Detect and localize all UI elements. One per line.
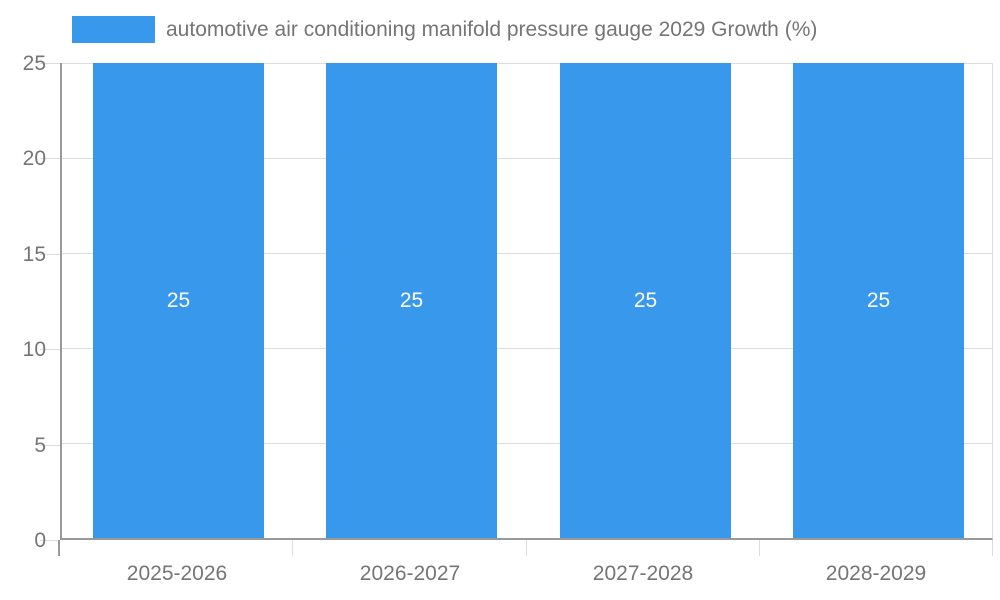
legend-swatch [72, 16, 155, 43]
y-axis-label-5: 5 [34, 434, 46, 457]
bar-2026-2027[interactable]: 25 [326, 63, 497, 538]
bar-2027-2028[interactable]: 25 [560, 63, 731, 538]
gridline-10 [62, 348, 992, 349]
bar-2028-2029[interactable]: 25 [793, 63, 964, 538]
x-axis-tick-4 [992, 540, 993, 556]
legend-label: automotive air conditioning manifold pre… [166, 18, 818, 41]
gridline-25 [62, 63, 992, 64]
y-axis-tick-20 [40, 158, 60, 159]
x-axis-label-2027-2028: 2027-2028 [592, 562, 694, 585]
legend[interactable]: automotive air conditioning manifold pre… [72, 16, 817, 43]
plot-area: 25 25 25 25 [60, 63, 993, 540]
bar-2025-2026[interactable]: 25 [93, 63, 264, 538]
bar-value-label: 25 [399, 288, 424, 312]
y-axis-label-10: 10 [22, 338, 46, 361]
y-axis-label-25: 25 [22, 52, 46, 75]
x-axis-label-2026-2027: 2026-2027 [359, 562, 461, 585]
bar-value-label: 25 [633, 288, 658, 312]
x-axis-tick-2 [526, 540, 527, 556]
y-axis-tick-25 [40, 63, 60, 64]
y-axis-label-20: 20 [22, 147, 46, 170]
y-axis-tick-0 [40, 540, 60, 541]
x-axis-label-2028-2029: 2028-2029 [825, 562, 927, 585]
y-axis-label-0: 0 [34, 529, 46, 552]
gridline-20 [62, 158, 992, 159]
y-axis-label-15: 15 [22, 243, 46, 266]
gridline-15 [62, 253, 992, 254]
y-axis-tick-15 [40, 254, 60, 255]
x-axis-tick-3 [759, 540, 760, 556]
x-axis-tick-0 [58, 540, 60, 556]
bar-value-label: 25 [166, 288, 191, 312]
x-axis-tick-1 [292, 540, 293, 556]
gridline-5 [62, 443, 992, 444]
y-axis-tick-10 [40, 349, 60, 350]
bar-value-label: 25 [866, 288, 891, 312]
y-axis-tick-5 [40, 445, 60, 446]
x-axis-label-2025-2026: 2025-2026 [126, 562, 228, 585]
